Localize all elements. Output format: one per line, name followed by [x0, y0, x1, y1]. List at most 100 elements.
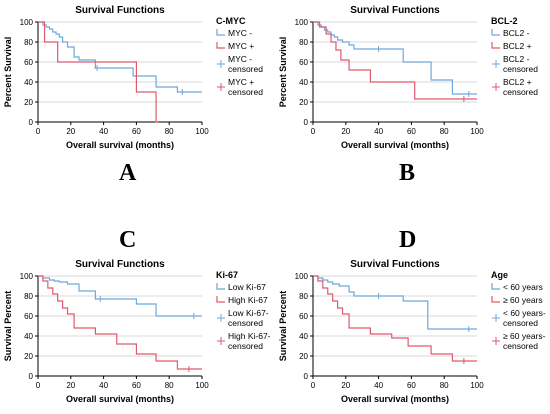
- survival-curve-high: [313, 275, 477, 362]
- chart-title: Survival Functions: [350, 259, 440, 270]
- x-tick-label-4: 80: [165, 381, 174, 390]
- legend-entry-0: Low Ki-67: [228, 282, 266, 292]
- legend-swatch-1: [216, 296, 225, 303]
- x-tick-label-1: 20: [341, 127, 350, 136]
- legend-entry-2: MYC -censored: [228, 54, 263, 74]
- panel-letter-c: C: [119, 227, 137, 253]
- legend-entry-2: < 60 years-censored: [503, 308, 546, 328]
- legend-title: BCL-2: [491, 16, 518, 26]
- legend-swatch-2: [492, 314, 500, 322]
- legend-entry-3: High Ki-67-censored: [228, 331, 271, 351]
- y-tick-label-0: 0: [304, 118, 309, 127]
- legend-entry-0: < 60 years: [503, 282, 543, 292]
- legend-entry-2: BCL2 -censored: [503, 54, 538, 74]
- legend-swatch-3: [217, 83, 225, 91]
- y-tick-label-1: 20: [299, 98, 308, 107]
- censored-mark-0-0: [375, 293, 382, 299]
- survival-curve-high: [38, 275, 202, 370]
- y-tick-label-5: 100: [20, 18, 34, 27]
- y-tick-label-2: 40: [299, 332, 308, 341]
- x-tick-label-5: 100: [470, 381, 484, 390]
- legend-entry-1: BCL2 +: [503, 41, 532, 51]
- legend-swatch-1: [491, 42, 500, 49]
- x-tick-label-4: 80: [165, 127, 174, 136]
- y-tick-label-3: 60: [24, 58, 33, 67]
- x-tick-label-2: 40: [374, 127, 383, 136]
- legend-swatch-0: [491, 29, 500, 36]
- survival-curve-low: [313, 21, 477, 95]
- x-axis-label: Overall survival (months): [66, 140, 174, 150]
- survival-curve-high: [313, 21, 477, 100]
- x-tick-label-1: 20: [341, 381, 350, 390]
- survival-curve-high: [38, 21, 158, 123]
- y-tick-label-4: 80: [24, 38, 33, 47]
- chart-title: Survival Functions: [75, 5, 165, 16]
- legend-title: Age: [491, 270, 508, 280]
- legend-title: Ki-67: [216, 270, 238, 280]
- censored-mark-1-0: [460, 96, 467, 102]
- x-tick-label-5: 100: [195, 127, 209, 136]
- legend-swatch-3: [217, 337, 225, 345]
- panel-letter-d: D: [399, 227, 417, 253]
- panel-letter-b: B: [399, 160, 416, 186]
- legend-entry-1: MYC +: [228, 41, 254, 51]
- y-tick-label-0: 0: [29, 118, 34, 127]
- y-tick-label-0: 0: [304, 372, 309, 381]
- x-tick-label-1: 20: [66, 381, 75, 390]
- x-tick-label-5: 100: [195, 381, 209, 390]
- y-tick-label-5: 100: [20, 272, 34, 281]
- legend-title: C-MYC: [216, 16, 246, 26]
- legend-entry-1: High Ki-67: [228, 295, 268, 305]
- y-tick-label-4: 80: [299, 292, 308, 301]
- censored-mark-0-1: [465, 91, 472, 97]
- legend-swatch-2: [217, 60, 225, 68]
- y-axis-label: Percent Survival: [278, 37, 288, 108]
- y-tick-label-1: 20: [24, 352, 33, 361]
- km-panel-d: Survival Functions 0 20 40 60 80 100 0 20 40 60 80 1…: [275, 254, 550, 414]
- censored-mark-0-0: [375, 46, 382, 52]
- y-tick-label-1: 20: [299, 352, 308, 361]
- km-panel-a: Survival Functions 0 20 40 60 80 100 0 20 40 60 80 1…: [0, 0, 275, 160]
- x-tick-label-3: 60: [132, 381, 141, 390]
- censored-mark-0-1: [190, 313, 197, 319]
- legend-entry-2: Low Ki-67-censored: [228, 308, 269, 328]
- legend-swatch-2: [217, 314, 225, 322]
- legend-entry-3: MYC + censored: [228, 77, 263, 97]
- x-tick-label-2: 40: [374, 381, 383, 390]
- x-tick-label-4: 80: [440, 127, 449, 136]
- legend-swatch-0: [491, 283, 500, 290]
- legend-swatch-0: [216, 29, 225, 36]
- legend-entry-0: MYC -: [228, 28, 252, 38]
- legend-swatch-1: [216, 42, 225, 49]
- y-tick-label-3: 60: [299, 58, 308, 67]
- x-tick-label-5: 100: [470, 127, 484, 136]
- y-tick-label-0: 0: [29, 372, 34, 381]
- y-axis-label: Survival Percent: [3, 291, 13, 362]
- x-axis-label: Overall survival (months): [341, 394, 449, 404]
- x-tick-label-0: 0: [36, 127, 41, 136]
- km-panel-c: Survival Functions 0 20 40 60 80 100 0 20 40 60 80 1…: [0, 254, 275, 414]
- legend-entry-1: ≥ 60 years: [503, 295, 543, 305]
- legend-swatch-0: [216, 283, 225, 290]
- censored-mark-0-1: [465, 326, 472, 332]
- y-tick-label-3: 60: [24, 312, 33, 321]
- x-tick-label-0: 0: [311, 381, 316, 390]
- x-axis-label: Overall survival (months): [66, 394, 174, 404]
- legend-swatch-2: [492, 60, 500, 68]
- y-tick-label-4: 80: [24, 292, 33, 301]
- x-tick-label-2: 40: [99, 381, 108, 390]
- x-tick-label-3: 60: [132, 127, 141, 136]
- chart-title: Survival Functions: [350, 5, 440, 16]
- x-tick-label-0: 0: [36, 381, 41, 390]
- km-panel-b: Survival Functions 0 20 40 60 80 100 0 20 40 60 80 1…: [275, 0, 550, 160]
- censored-mark-1-0: [460, 358, 467, 364]
- x-tick-label-1: 20: [66, 127, 75, 136]
- y-tick-label-5: 100: [295, 272, 309, 281]
- legend-entry-3: ≥ 60 years-censored: [503, 331, 546, 351]
- km-chart-c: Survival Functions 0 20 40 60 80 100 0 20 40 60 80 1…: [3, 259, 271, 404]
- y-axis-label: Survival Percent: [278, 291, 288, 362]
- chart-title: Survival Functions: [75, 259, 165, 270]
- y-tick-label-2: 40: [299, 78, 308, 87]
- km-chart-d: Survival Functions 0 20 40 60 80 100 0 20 40 60 80 1…: [278, 259, 546, 404]
- legend-swatch-3: [492, 83, 500, 91]
